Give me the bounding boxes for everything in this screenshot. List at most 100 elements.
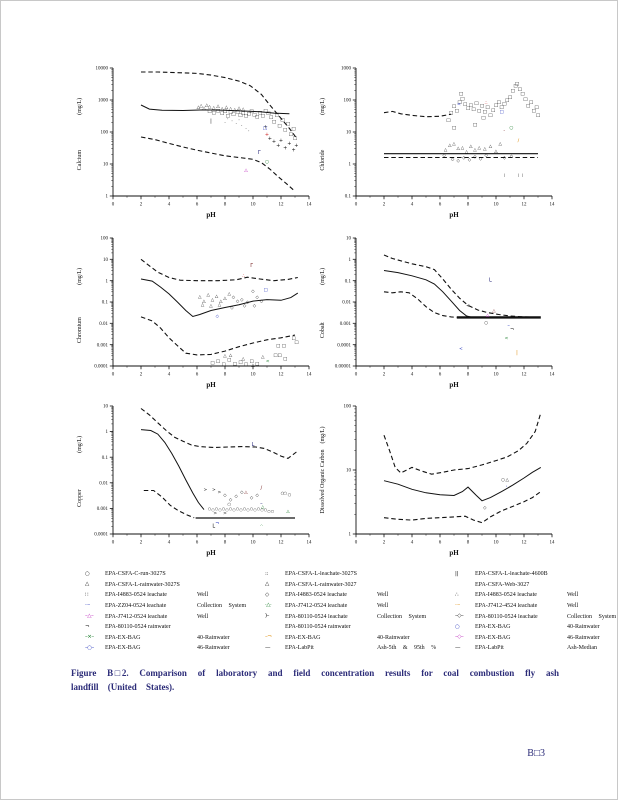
legend-item: △ EPA-CSFA-L-rainwater-3027S bbox=[85, 580, 257, 591]
legend-item: || EPA-CSFA-L-leachate-4600B bbox=[455, 569, 613, 580]
svg-text:○: ○ bbox=[257, 506, 261, 511]
legend-item: — EPA-LabPit Ash-5th & 95th % bbox=[265, 643, 447, 654]
svg-text:1: 1 bbox=[106, 279, 109, 284]
svg-text:△: △ bbox=[461, 146, 465, 151]
svg-text:△: △ bbox=[220, 107, 224, 112]
svg-text:◇: ◇ bbox=[473, 155, 477, 160]
svg-text:2: 2 bbox=[383, 203, 386, 208]
svg-text:◇: ◇ bbox=[232, 296, 236, 301]
svg-text:△: △ bbox=[209, 304, 213, 309]
legend-label: EPA-80110-0524 leachate bbox=[475, 613, 538, 620]
svg-text:□: □ bbox=[473, 123, 477, 128]
svg-text:□: □ bbox=[233, 362, 237, 367]
svg-text:1000: 1000 bbox=[98, 99, 109, 104]
svg-text:10: 10 bbox=[346, 237, 352, 242]
svg-text:14: 14 bbox=[550, 541, 556, 546]
legend-item: EPA-80110-0524 rainwater bbox=[265, 622, 447, 633]
svg-text:·: · bbox=[224, 120, 226, 126]
svg-text:□: □ bbox=[459, 92, 463, 97]
svg-text:△: △ bbox=[244, 491, 248, 496]
svg-text:□: □ bbox=[523, 98, 527, 103]
svg-text:□: □ bbox=[263, 109, 267, 114]
svg-text:□: □ bbox=[515, 82, 519, 87]
svg-text:○: ○ bbox=[264, 507, 268, 512]
svg-text:1: 1 bbox=[106, 195, 109, 200]
legend-marker-icon: ∴ bbox=[455, 591, 459, 598]
svg-text:□: □ bbox=[264, 288, 268, 293]
svg-text:○: ○ bbox=[211, 507, 215, 512]
svg-text:△: △ bbox=[486, 314, 490, 319]
svg-text:12: 12 bbox=[279, 203, 285, 208]
svg-text:△: △ bbox=[212, 106, 216, 111]
svg-text:6: 6 bbox=[439, 541, 442, 546]
svg-text:□: □ bbox=[220, 112, 224, 117]
legend-note: 46-Rainwater bbox=[197, 645, 230, 652]
svg-text:4: 4 bbox=[168, 541, 171, 546]
legend-note: Ash-5th & 95th % bbox=[377, 645, 437, 652]
svg-text:○: ○ bbox=[246, 507, 250, 512]
svg-text:□: □ bbox=[477, 109, 481, 114]
legend-note: Collection System bbox=[567, 613, 617, 620]
svg-text:◇: ◇ bbox=[479, 157, 483, 162]
svg-text:△: △ bbox=[506, 478, 510, 483]
svg-text:10: 10 bbox=[251, 203, 257, 208]
svg-text:0.1: 0.1 bbox=[102, 456, 109, 461]
svg-text:6: 6 bbox=[439, 203, 442, 208]
svg-text:10000: 10000 bbox=[96, 67, 109, 72]
svg-text:0.1: 0.1 bbox=[345, 195, 352, 200]
svg-text:○: ○ bbox=[501, 478, 505, 483]
legend-note: Ash-Median bbox=[567, 645, 597, 652]
legend-item: ○ EPA-EX-BAG 40-Rainwater bbox=[455, 622, 613, 633]
legend-note: Collection System bbox=[197, 603, 247, 610]
legend-item: ○ EPA-CSFA-C-run-3027S bbox=[85, 569, 257, 580]
svg-text:L: L bbox=[489, 278, 492, 284]
svg-text:Γ: Γ bbox=[250, 263, 253, 269]
svg-text:□: □ bbox=[452, 126, 456, 131]
svg-text:△: △ bbox=[237, 106, 241, 111]
svg-text:◇: ◇ bbox=[503, 156, 507, 161]
copper-figure: 0.0001 0.001 0.01 0.1 1 10 0 2 4 6 8 10 12 14 pH Copper… bbox=[73, 396, 323, 573]
svg-text:△: △ bbox=[489, 145, 493, 150]
svg-text:□: □ bbox=[485, 106, 489, 111]
svg-text:>: > bbox=[223, 511, 227, 517]
legend-label: EPA-CSFA-C-run-3027S bbox=[105, 571, 166, 578]
svg-text:pH: pH bbox=[449, 211, 459, 219]
page-number: B□3 bbox=[527, 748, 545, 759]
svg-text:□: □ bbox=[252, 113, 256, 118]
svg-text:□: □ bbox=[258, 111, 262, 116]
svg-text:□: □ bbox=[247, 112, 251, 117]
svg-text:0.0001: 0.0001 bbox=[94, 365, 108, 370]
svg-text:+: + bbox=[276, 143, 280, 149]
svg-text:□: □ bbox=[266, 112, 270, 117]
legend-label: EPA-J7412-0524 leachate bbox=[285, 603, 348, 610]
svg-text:□: □ bbox=[469, 103, 473, 108]
svg-text:△: △ bbox=[218, 303, 222, 308]
svg-text:0: 0 bbox=[112, 203, 115, 208]
svg-text:△: △ bbox=[473, 148, 477, 153]
svg-text:2: 2 bbox=[140, 203, 143, 208]
svg-text:·: · bbox=[241, 123, 243, 129]
legend-label: EPA-J7412-4524 leachate bbox=[475, 603, 538, 610]
svg-text:□: □ bbox=[283, 357, 287, 362]
legend-marker-icon: — bbox=[455, 644, 461, 651]
svg-text:2: 2 bbox=[140, 541, 143, 546]
svg-text:0: 0 bbox=[355, 373, 358, 378]
svg-text:□: □ bbox=[231, 113, 235, 118]
legend-label: EPA-CSFA-L-leachate-4600B bbox=[475, 571, 548, 578]
svg-text:◇: ◇ bbox=[457, 159, 461, 164]
svg-text:○: ○ bbox=[250, 506, 254, 511]
svg-text:|: | bbox=[522, 173, 523, 177]
legend-marker-icon: :: bbox=[265, 570, 268, 577]
svg-text:–: – bbox=[260, 501, 263, 507]
legend-note: Well bbox=[567, 592, 579, 599]
legend-marker-icon: ·△· bbox=[265, 602, 272, 609]
svg-text:○: ○ bbox=[283, 491, 287, 496]
svg-text:12: 12 bbox=[279, 373, 285, 378]
legend-item: :: EPA-CSFA-L-leachate-3027S bbox=[265, 569, 447, 580]
svg-text:□: □ bbox=[502, 102, 506, 107]
legend-label: EPA-EX-BAG bbox=[105, 634, 141, 641]
svg-text:□: □ bbox=[283, 128, 287, 133]
svg-text:◇: ◇ bbox=[510, 155, 514, 160]
svg-text:△: △ bbox=[202, 300, 206, 305]
legend-note: Well bbox=[197, 592, 209, 599]
